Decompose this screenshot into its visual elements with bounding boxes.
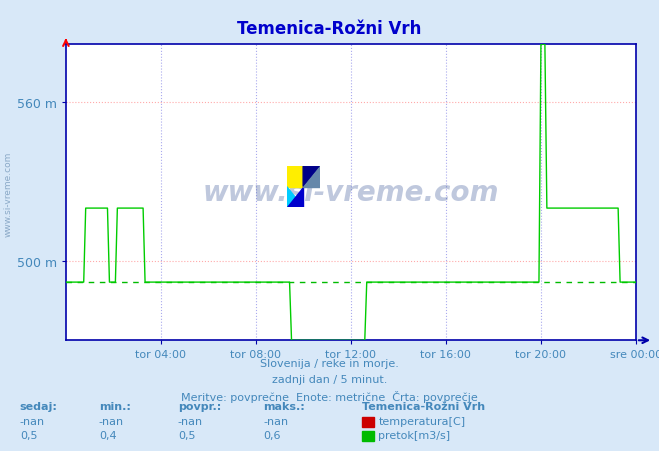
Polygon shape <box>287 187 303 207</box>
Bar <box>287 167 303 187</box>
Text: -nan: -nan <box>99 416 124 426</box>
Text: temperatura[C]: temperatura[C] <box>378 416 465 426</box>
Text: 0,6: 0,6 <box>264 430 281 440</box>
Text: min.:: min.: <box>99 401 130 411</box>
Text: Slovenija / reke in morje.: Slovenija / reke in morje. <box>260 359 399 368</box>
Text: sedaj:: sedaj: <box>20 401 57 411</box>
Text: povpr.:: povpr.: <box>178 401 221 411</box>
Text: pretok[m3/s]: pretok[m3/s] <box>378 430 450 440</box>
Text: -nan: -nan <box>20 416 45 426</box>
Text: Meritve: povprečne  Enote: metrične  Črta: povprečje: Meritve: povprečne Enote: metrične Črta:… <box>181 390 478 402</box>
Polygon shape <box>303 167 320 187</box>
Text: 0,5: 0,5 <box>178 430 196 440</box>
Text: Temenica-Rožni Vrh: Temenica-Rožni Vrh <box>362 401 486 411</box>
Text: maks.:: maks.: <box>264 401 305 411</box>
Text: www.si-vreme.com: www.si-vreme.com <box>203 179 499 207</box>
Text: -nan: -nan <box>178 416 203 426</box>
Text: Temenica-Rožni Vrh: Temenica-Rožni Vrh <box>237 20 422 38</box>
Text: zadnji dan / 5 minut.: zadnji dan / 5 minut. <box>272 374 387 384</box>
Polygon shape <box>303 167 320 187</box>
Text: 0,5: 0,5 <box>20 430 38 440</box>
Text: www.si-vreme.com: www.si-vreme.com <box>4 152 13 236</box>
Text: 0,4: 0,4 <box>99 430 117 440</box>
Polygon shape <box>287 187 303 207</box>
Text: -nan: -nan <box>264 416 289 426</box>
